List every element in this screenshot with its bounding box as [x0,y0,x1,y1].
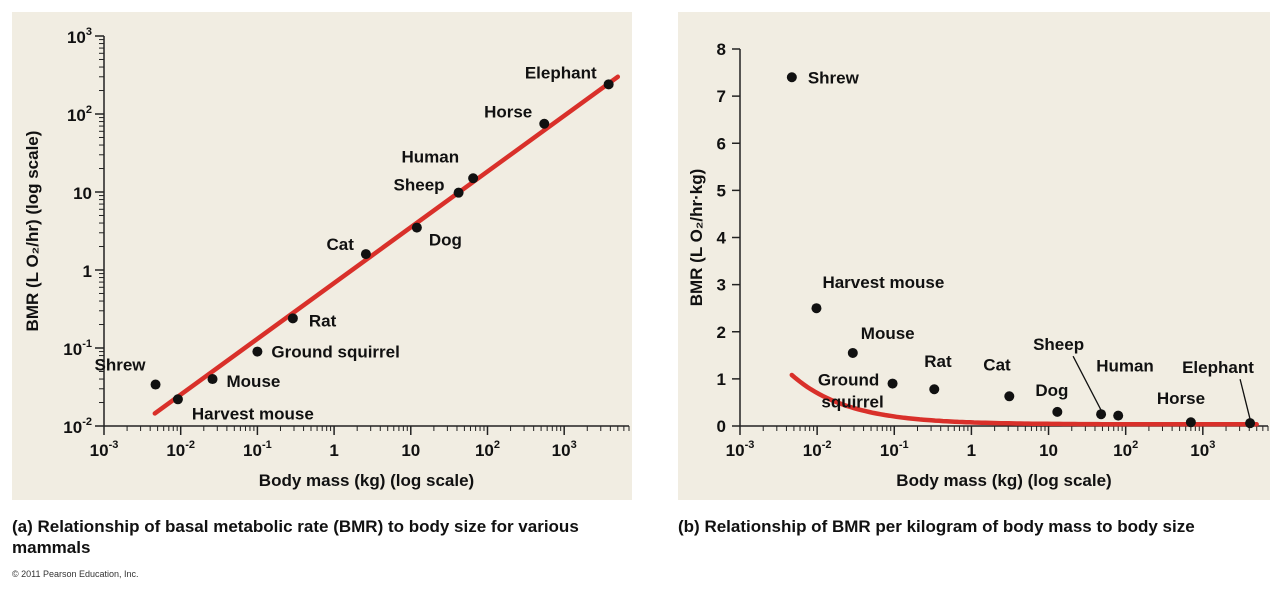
chart-a-point-harvest-mouse [172,394,183,405]
chart-b-label-dog: Dog [1035,381,1068,400]
chart-b-point-elephant [1245,418,1256,429]
chart-b-y-tick-label: 7 [717,87,726,106]
chart-a-label-mouse: Mouse [227,372,281,391]
chart-a-point-mouse [207,374,218,385]
chart-a-label-harvest-mouse: Harvest mouse [192,404,314,423]
chart-a-point-dog [411,222,422,233]
chart-a-x-axis-label: Body mass (kg) (log scale) [259,471,474,490]
chart-b-x-axis-label: Body mass (kg) (log scale) [896,471,1111,490]
chart-b-label-shrew: Shrew [808,68,860,87]
chart-a-point-sheep [453,187,464,198]
chart-a-x-tick-label: 10-2 [166,439,195,460]
caption-a-text: Relationship of basal metabolic rate (BM… [12,517,579,557]
caption-b-letter: (b) [678,517,700,536]
chart-b-point-cat [1004,391,1015,402]
chart-a-label-rat: Rat [309,311,337,330]
chart-a-x-tick-label: 10 [401,441,420,460]
chart-b-point-ground-squirrel [887,378,898,389]
chart-a-point-horse [539,118,550,129]
chart-b-y-tick-label: 8 [717,40,726,59]
caption-a-letter: (a) [12,517,33,536]
chart-a-fit-line [152,74,621,416]
chart-b-x-tick-label: 102 [1113,439,1138,460]
chart-b-leader-sheep [1072,355,1102,411]
chart-b-y-tick-label: 4 [717,229,727,248]
chart-b-point-sheep [1096,409,1107,420]
chart-b-x-tick-label: 10-2 [803,439,832,460]
caption-b-text: Relationship of BMR per kilogram of body… [704,517,1195,536]
chart-b-label-ground-squirrel: Ground squirrel [818,371,884,412]
chart-b-label-harvest-mouse: Harvest mouse [822,273,944,292]
chart-b-point-human [1113,410,1124,421]
chart-a-label-ground-squirrel: Ground squirrel [271,343,399,362]
chart-a-x-tick-label: 1 [329,441,338,460]
chart-b-label-elephant: Elephant [1182,358,1254,377]
chart-a-label-cat: Cat [327,235,355,254]
chart-a-x-tick-label: 10-3 [90,439,119,460]
chart-b-y-tick-label: 0 [717,417,726,436]
chart-a-label-human: Human [402,147,460,166]
chart-panel-a: 10-3 10-2 10-1 1 10 102 103 10-2 10-1 1 10 102 103 Bo… [12,12,632,500]
chart-a-y-tick-label: 102 [67,104,92,125]
chart-b-x-tick-label: 103 [1190,439,1215,460]
chart-b-label-mouse: Mouse [861,324,915,343]
chart-a-point-human [468,173,479,184]
chart-a-label-sheep: Sheep [394,176,445,195]
chart-a-y-tick-label: 10-2 [63,416,92,437]
chart-b-point-horse [1185,417,1196,428]
chart-b-x-tick-label: 10-1 [880,439,909,460]
chart-a-label-horse: Horse [484,103,532,122]
chart-b-label-sheep: Sheep [1033,335,1084,354]
chart-a-x-tick-label: 103 [552,439,577,460]
chart-panel-b: 10-3 10-2 10-1 1 10 102 103 0 1 2 3 4 5 6 7 8 Body mass … [678,12,1270,500]
chart-a-x-tick-label: 10-1 [243,439,272,460]
chart-b-svg: 10-3 10-2 10-1 1 10 102 103 0 1 2 3 4 5 6 7 8 Body mass … [687,40,1269,490]
chart-b-point-dog [1052,406,1063,417]
chart-a-label-elephant: Elephant [525,63,597,82]
chart-a-label-dog: Dog [429,231,462,250]
chart-b-label-rat: Rat [924,352,952,371]
chart-b-point-shrew [786,72,797,83]
chart-a-y-tick-label: 10-1 [63,338,92,359]
chart-b-x-tick-label: 10 [1039,441,1058,460]
copyright-notice: © 2011 Pearson Education, Inc. [12,569,139,579]
chart-a-y-tick-label: 1 [83,262,92,281]
chart-a-y-tick-label: 103 [67,26,92,47]
chart-b-leader-elephant [1239,379,1251,420]
caption-a: (a) Relationship of basal metabolic rate… [12,516,632,558]
chart-b-y-axis-label: BMR (L O₂/hr·kg) [687,169,706,307]
chart-b-point-rat [929,384,940,395]
chart-b-label-cat: Cat [983,355,1011,374]
chart-a-point-cat [360,249,371,260]
chart-b-point-harvest-mouse [811,303,822,314]
chart-b-x-tick-label: 1 [967,441,976,460]
chart-b-label-human: Human [1096,357,1154,376]
chart-a-svg: 10-3 10-2 10-1 1 10 102 10310-210-1110102103Bo… [23,26,630,490]
chart-b-x-tick-label: 10-3 [726,439,755,460]
chart-a-y-tick-label: 10 [73,184,92,203]
chart-a-y-axis-label: BMR (L O₂/hr) (log scale) [23,131,42,332]
chart-a-point-elephant [603,79,614,90]
chart-b-label-horse: Horse [1157,389,1205,408]
chart-a-point-shrew [150,379,161,390]
chart-a-point-rat [287,313,298,324]
chart-b-y-tick-label: 6 [717,134,726,153]
chart-b-y-tick-label: 5 [717,181,726,200]
chart-b-y-tick-label: 1 [717,370,726,389]
chart-a-point-ground-squirrel [252,346,263,357]
caption-b: (b) Relationship of BMR per kilogram of … [678,516,1270,537]
chart-b-y-tick-label: 2 [717,323,726,342]
chart-b-fit-curve [789,372,1259,427]
chart-a-x-tick-label: 102 [475,439,500,460]
chart-b-y-tick-label: 3 [717,276,726,295]
chart-b-point-mouse [847,347,858,358]
chart-a-label-shrew: Shrew [95,356,147,375]
